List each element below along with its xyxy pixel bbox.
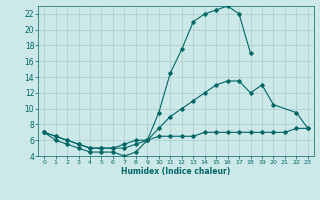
- X-axis label: Humidex (Indice chaleur): Humidex (Indice chaleur): [121, 167, 231, 176]
